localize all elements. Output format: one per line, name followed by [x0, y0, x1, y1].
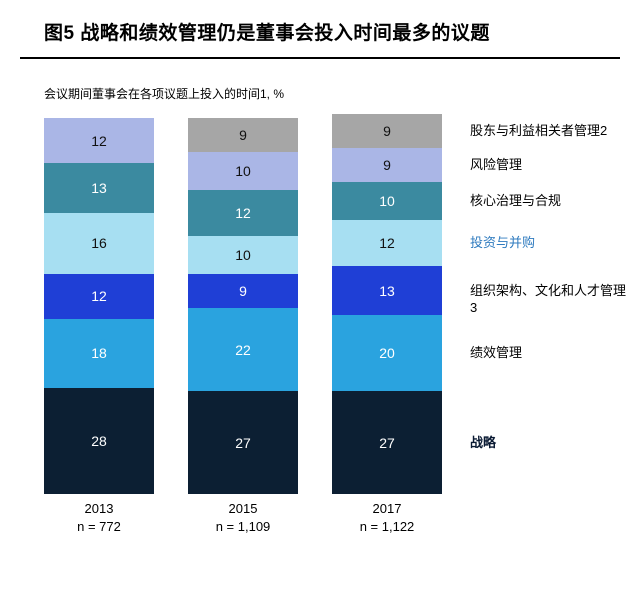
x-axis-label: 2017n = 1,122 [332, 500, 442, 535]
x-axis-label: 2015n = 1,109 [188, 500, 298, 535]
bar-segment-governance: 10 [332, 182, 442, 220]
bar-segment-governance: 12 [188, 190, 298, 236]
figure-subtitle: 会议期间董事会在各项议题上投入的时间1, % [0, 59, 640, 114]
bar-segment-stakeholder: 9 [332, 114, 442, 148]
bar-segment-stakeholder: 9 [188, 118, 298, 152]
bar-segment-org_culture: 12 [44, 274, 154, 320]
legend-item-governance: 核心治理与合规 [470, 192, 561, 210]
legend-item-strategy: 战略 [470, 434, 496, 452]
bar-segment-performance: 20 [332, 315, 442, 391]
bar-segment-strategy: 27 [332, 391, 442, 494]
legend: 战略 绩效管理 组织架构、文化和人才管理3 投资与并购 核心治理与合规风险管理 股东与利益… [470, 114, 630, 494]
bar-segment-strategy: 28 [44, 388, 154, 494]
chart-area: 121316121828910121092227991012132027 201… [0, 114, 640, 544]
bar-segment-invest_ma: 16 [44, 213, 154, 274]
bar-segment-org_culture: 13 [332, 266, 442, 315]
figure-title: 图5 战略和绩效管理仍是董事会投入时间最多的议题 [20, 0, 620, 59]
bar-segment-invest_ma: 12 [332, 220, 442, 266]
legend-item-org_culture: 组织架构、文化和人才管理3 [470, 282, 630, 317]
bar-segment-invest_ma: 10 [188, 236, 298, 274]
bar-segment-governance: 13 [44, 163, 154, 212]
bar-segment-strategy: 27 [188, 391, 298, 494]
legend-item-stakeholder: 股东与利益相关者管理2 [470, 122, 607, 140]
bar-segment-risk: 12 [44, 118, 154, 164]
x-axis-label: 2013n = 772 [44, 500, 154, 535]
legend-item-performance: 绩效管理 [470, 344, 522, 362]
bar-segment-performance: 18 [44, 319, 154, 387]
stacked-bar: 910121092227 [188, 118, 298, 494]
bar-segment-risk: 9 [332, 148, 442, 182]
stacked-bar: 121316121828 [44, 118, 154, 494]
stacked-bar: 991012132027 [332, 114, 442, 494]
x-axis-labels: 2013n = 772 2015n = 1,109 2017n = 1,122 [44, 494, 640, 535]
bar-segment-risk: 10 [188, 152, 298, 190]
legend-item-invest_ma: 投资与并购 [470, 234, 535, 252]
bar-segment-performance: 22 [188, 308, 298, 392]
legend-item-risk: 风险管理 [470, 156, 522, 174]
bar-segment-org_culture: 9 [188, 274, 298, 308]
